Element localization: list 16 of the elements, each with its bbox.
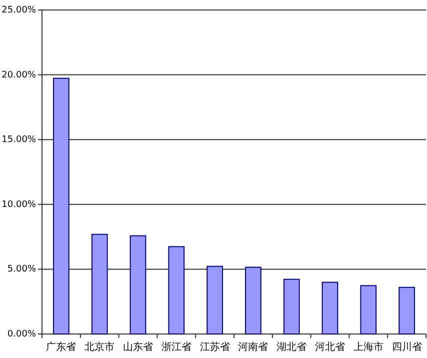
x-tick-label: 河南省 xyxy=(238,341,268,353)
y-tick-label: 10.00% xyxy=(2,200,36,210)
x-tick-label: 江苏省 xyxy=(200,341,230,353)
y-tick-label: 0.00% xyxy=(7,329,36,340)
x-tick-label: 四川省 xyxy=(392,341,422,353)
x-tick-label: 上海市 xyxy=(353,341,384,353)
x-tick-label: 北京市 xyxy=(84,341,115,353)
y-tick-label: 25.00% xyxy=(2,5,36,16)
x-tick-label: 浙江省 xyxy=(161,341,192,353)
x-tick-label: 河北省 xyxy=(315,341,345,353)
x-tick-label: 广东省 xyxy=(46,341,76,353)
x-tick-label: 湖北省 xyxy=(276,341,307,353)
y-tick-label: 5.00% xyxy=(7,264,36,275)
y-tick-label: 20.00% xyxy=(2,70,36,80)
x-tick-label: 山东省 xyxy=(123,341,153,353)
y-tick-label: 15.00% xyxy=(2,135,36,146)
